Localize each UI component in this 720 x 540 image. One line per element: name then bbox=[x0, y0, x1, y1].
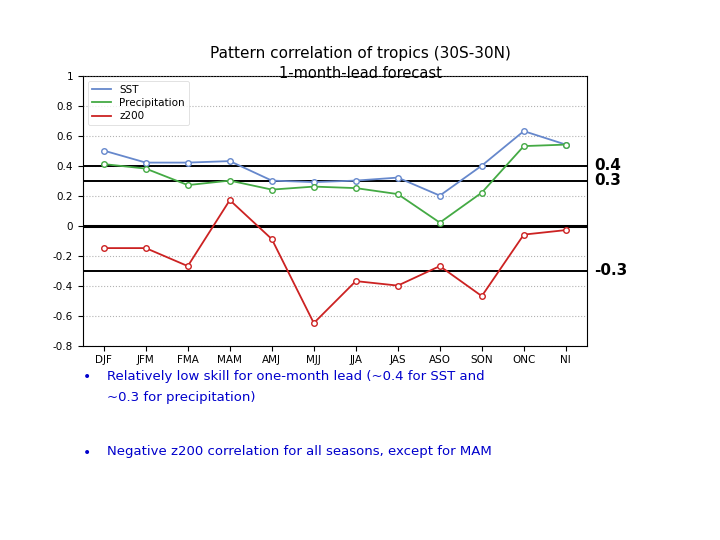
Text: 1-month-lead forecast: 1-month-lead forecast bbox=[279, 66, 441, 81]
Text: •: • bbox=[83, 370, 91, 384]
Text: Pattern correlation of tropics (30S-30N): Pattern correlation of tropics (30S-30N) bbox=[210, 46, 510, 61]
Legend: SST, Precipitation, z200: SST, Precipitation, z200 bbox=[88, 81, 189, 125]
Text: •: • bbox=[83, 446, 91, 460]
Text: Negative z200 correlation for all seasons, except for MAM: Negative z200 correlation for all season… bbox=[107, 446, 491, 458]
Text: ~0.3 for precipitation): ~0.3 for precipitation) bbox=[107, 392, 255, 404]
Text: Relatively low skill for one-month lead (~0.4 for SST and: Relatively low skill for one-month lead … bbox=[107, 370, 484, 383]
Text: 0.4: 0.4 bbox=[594, 158, 621, 173]
Text: -0.3: -0.3 bbox=[594, 263, 628, 278]
Text: 0.3: 0.3 bbox=[594, 173, 621, 188]
